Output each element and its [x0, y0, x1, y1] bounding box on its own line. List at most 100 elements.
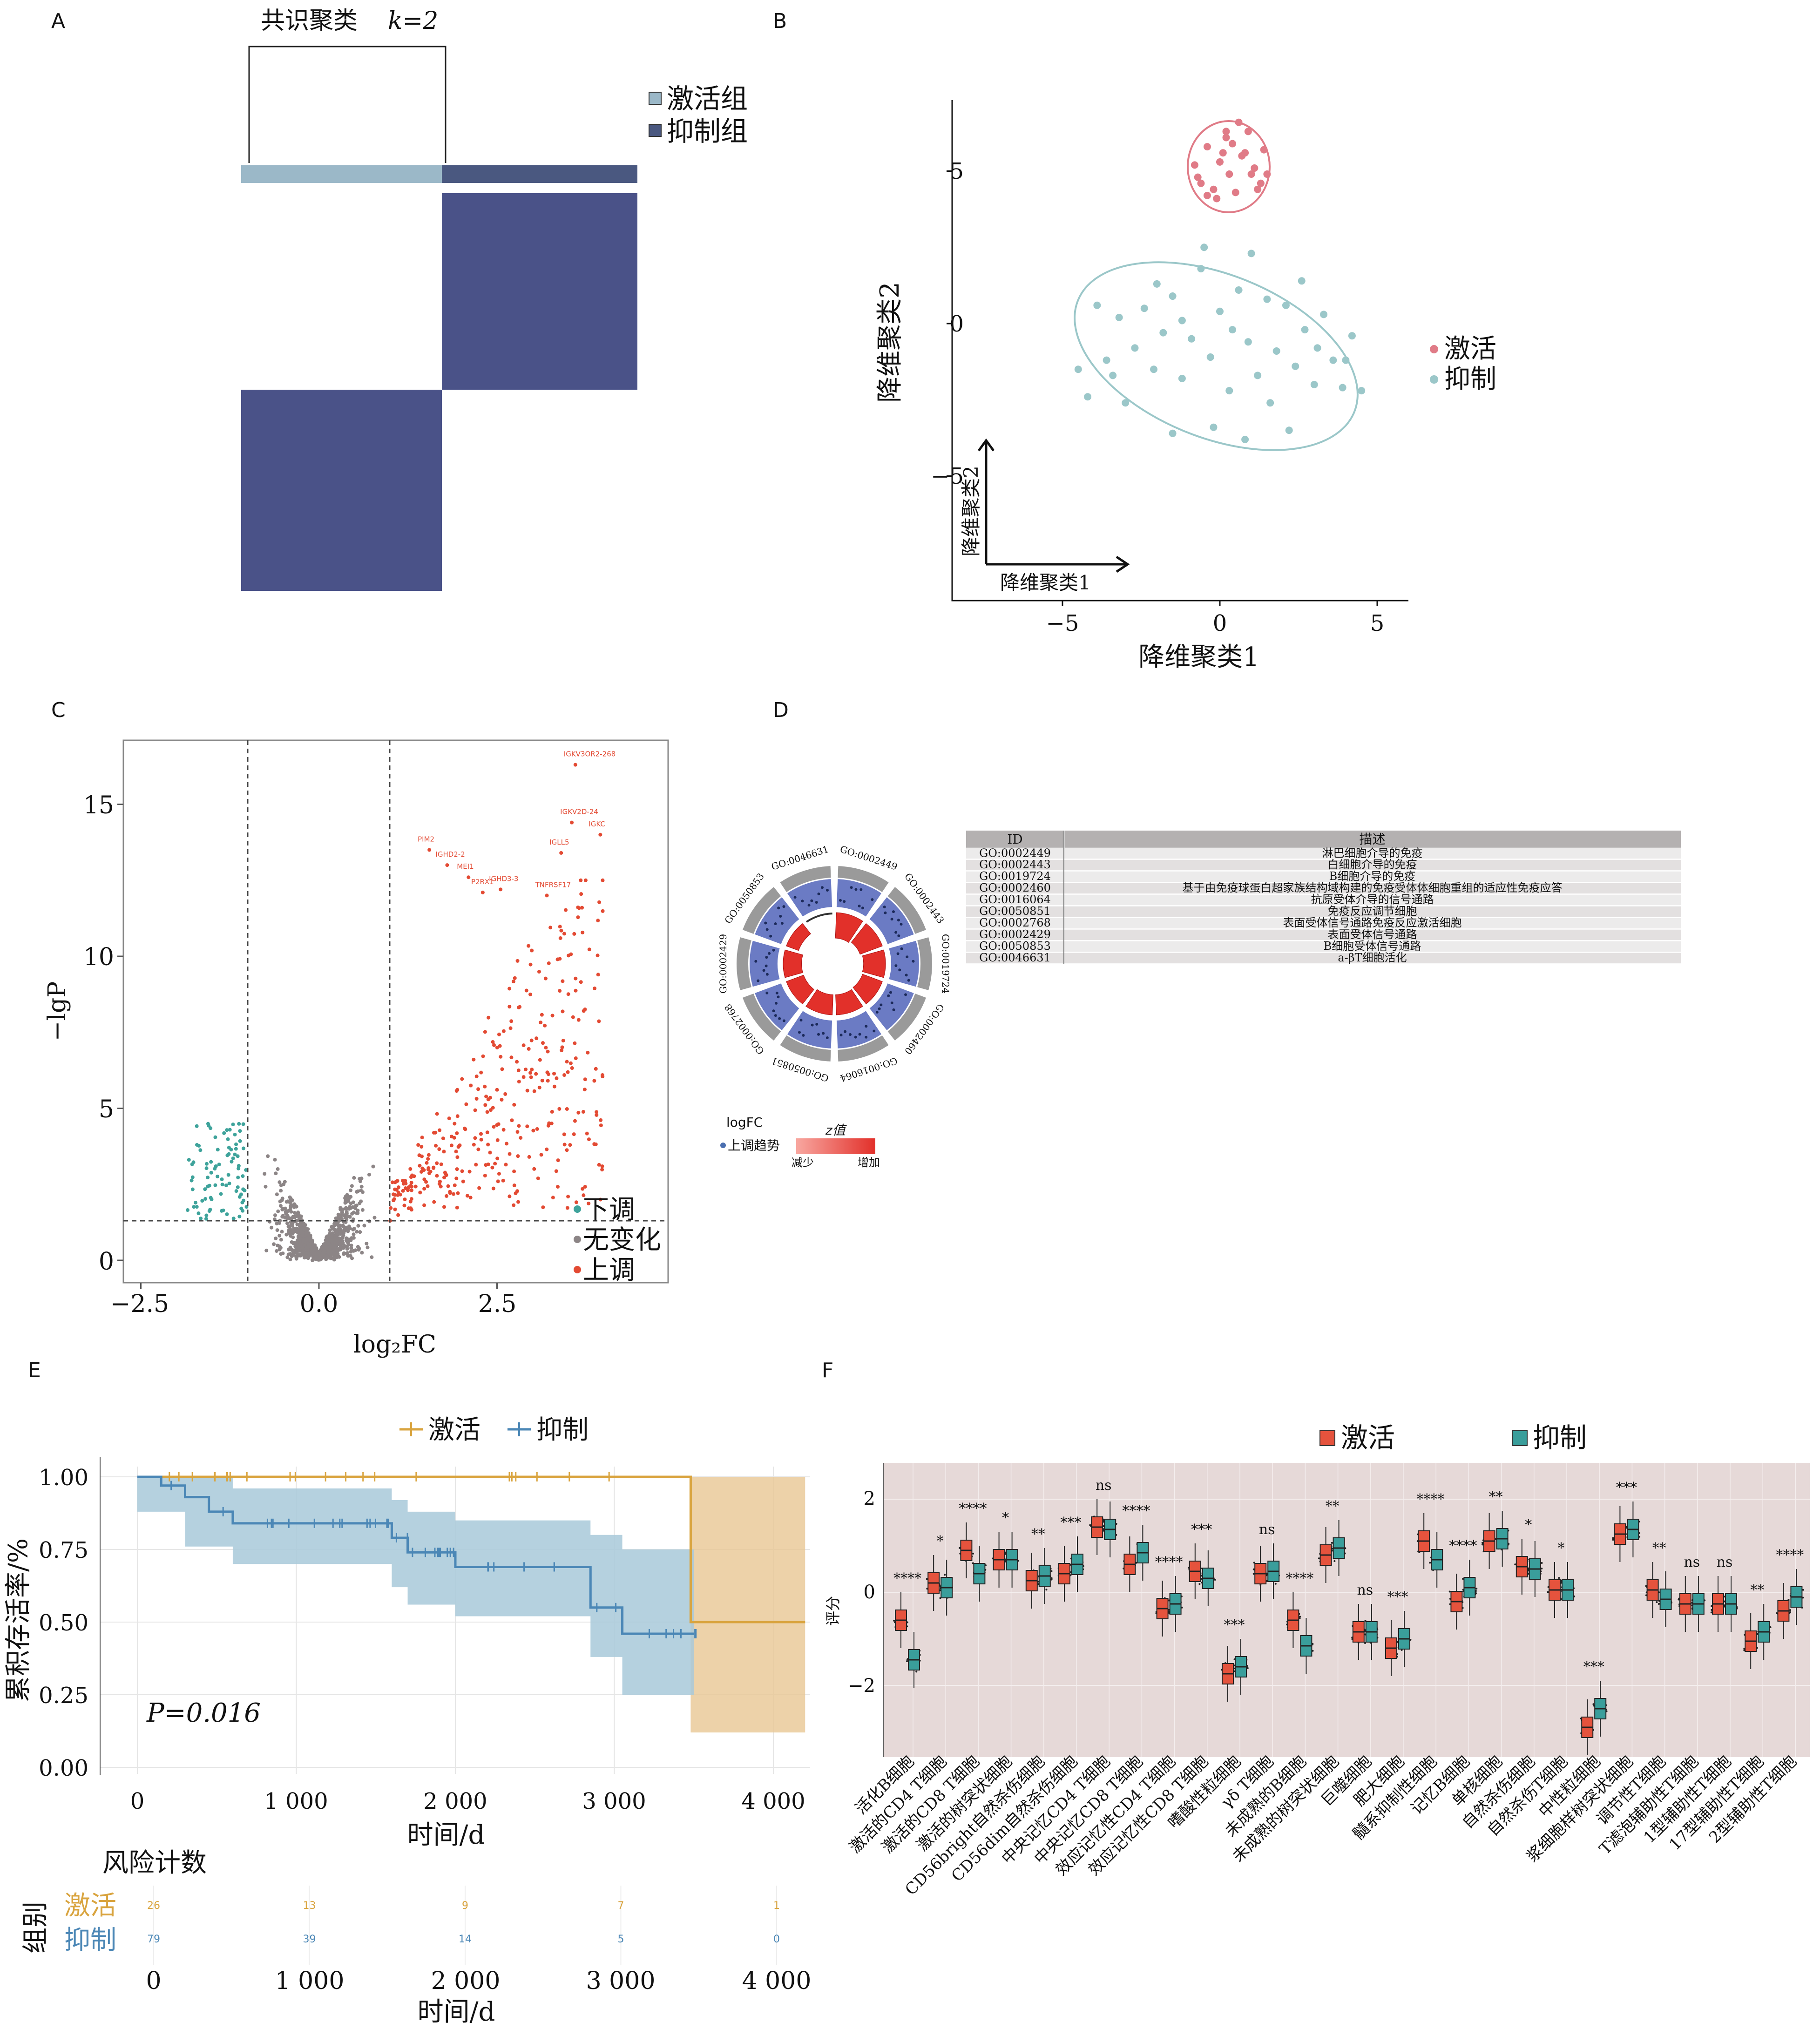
volcano-point-up [508, 1026, 513, 1030]
go-outer-ring [780, 1035, 831, 1062]
go-term-sector [889, 940, 919, 987]
volcano-ytick-0: 0 [99, 1248, 114, 1276]
volcano-point-up [435, 1174, 439, 1178]
legend-suppressed: 抑制 [1444, 364, 1496, 394]
volcano-point-none [330, 1233, 334, 1237]
panel-e: 激活 抑制 1.00 0.75 0.50 0.25 0.00 0 1 000 2… [3, 1415, 811, 2027]
volcano-point-none [306, 1242, 310, 1246]
volcano-point-none [354, 1204, 359, 1208]
scatter-point [1222, 134, 1230, 142]
volcano-point-none [295, 1214, 299, 1218]
volcano-point-up [546, 1123, 550, 1128]
scatter-ticks [947, 170, 1378, 606]
volcano-point-up [569, 952, 573, 956]
go-gene-dot [802, 1034, 805, 1037]
volcano-point-up [473, 1108, 477, 1112]
volcano-point-up [448, 1190, 452, 1194]
volcano-point-up [474, 1096, 479, 1101]
volcano-point-up [484, 1095, 488, 1099]
volcano-point-up [446, 1184, 450, 1188]
volcano-point-down [244, 1205, 249, 1209]
go-term-sector [750, 940, 780, 987]
volcano-point-none [350, 1184, 354, 1188]
volcano-point-none [294, 1226, 298, 1231]
volcano-point-down [213, 1167, 217, 1171]
volcano-point-down [227, 1181, 231, 1185]
volcano-point-up [393, 1187, 397, 1191]
volcano-point-up [501, 1029, 506, 1033]
go-term-label: GO:0002429 [717, 934, 729, 994]
volcano-point-up [537, 970, 541, 974]
volcano-point-none [274, 1236, 278, 1240]
go-gene-dot [905, 974, 908, 977]
volcano-point-up [479, 1070, 483, 1075]
volcano-point-up [476, 1087, 480, 1091]
go-table-desc: 免疫反应调节细胞 [1328, 905, 1417, 918]
volcano-point-down [200, 1199, 204, 1203]
volcano-point-down [220, 1177, 224, 1182]
volcano-point-none [329, 1250, 333, 1254]
box-jitter [972, 1552, 974, 1555]
volcano-point-up [519, 1136, 523, 1140]
volcano-point-none [365, 1245, 370, 1250]
volcano-point-up [532, 1089, 536, 1093]
scatter-point [1229, 326, 1237, 334]
scatter-point [1342, 356, 1350, 364]
scatter-point [1191, 161, 1198, 169]
volcano-point-up [561, 1009, 565, 1014]
volcano-point-up [581, 1110, 585, 1114]
volcano-point-up [558, 925, 562, 929]
volcano-point-none [367, 1172, 371, 1177]
volcano-point-up [483, 1084, 487, 1089]
go-gene-dot [871, 898, 874, 901]
volcano-point-none [281, 1251, 285, 1256]
go-table-row [966, 871, 1681, 882]
volcano-point-up [477, 1186, 481, 1190]
box-significance: ** [1652, 1540, 1666, 1556]
volcano-point-up [476, 1147, 480, 1151]
scatter-point [1103, 356, 1110, 364]
volcano-point-up [580, 906, 584, 910]
volcano-point-up [483, 1174, 487, 1178]
box-jitter [906, 1660, 908, 1662]
volcano-point-up [550, 1014, 555, 1018]
volcano-point-none [300, 1245, 304, 1250]
risk-xtick-4000: 4 000 [742, 1967, 812, 1995]
volcano-point-up [515, 1060, 519, 1064]
scatter-point [1260, 146, 1268, 154]
volcano-point-up [455, 1205, 459, 1210]
xtick-neg5: −5 [1046, 610, 1079, 636]
volcano-point-up [408, 1167, 413, 1171]
volcano-point-down [204, 1162, 209, 1166]
go-gene-dot [769, 934, 772, 938]
volcano-point-up [395, 1179, 399, 1183]
volcano-point-down [231, 1157, 235, 1161]
legend-swatch-activated [649, 92, 662, 105]
volcano-point-none [280, 1215, 284, 1219]
go-zscore-bar [805, 989, 833, 1015]
volcano-point-down [231, 1123, 235, 1127]
volcano-point-up [538, 1058, 542, 1062]
scatter-point [1358, 387, 1366, 395]
volcano-point-up [566, 992, 570, 996]
box-jitter [1612, 1537, 1614, 1539]
panel-label-c: C [51, 698, 66, 722]
volcano-point-up [456, 1145, 460, 1149]
box-significance: ** [1489, 1489, 1503, 1505]
scatter-point [1084, 393, 1092, 401]
gene-point [570, 820, 574, 825]
volcano-point-up [514, 1191, 518, 1196]
panel-a: 共识聚类 k=2 激活组 抑制组 [241, 7, 748, 591]
volcano-point-up [552, 1084, 556, 1089]
volcano-point-up [574, 1200, 578, 1204]
volcano-point-up [422, 1187, 426, 1191]
volcano-point-none [275, 1192, 279, 1197]
go-gene-dot [765, 956, 768, 959]
volcano-point-up [529, 1038, 534, 1042]
volcano-point-up [491, 1186, 495, 1190]
volcano-point-up [537, 1085, 541, 1089]
go-gene-dot [854, 888, 858, 891]
volcano-point-up [576, 915, 580, 920]
go-gene-dot [898, 968, 901, 972]
volcano-point-none [318, 1253, 322, 1257]
